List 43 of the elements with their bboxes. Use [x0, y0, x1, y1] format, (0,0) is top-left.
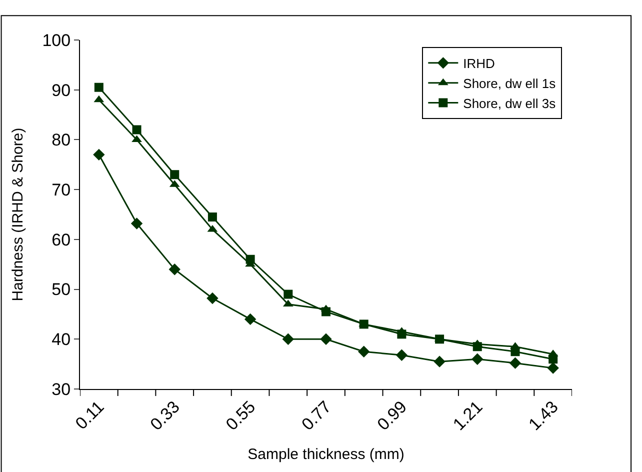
- y-axis-title: Hardness (IRHD & Shore): [9, 128, 26, 302]
- x-tick-label: 0.99: [374, 397, 411, 434]
- legend-label: Shore, dw ell 1s: [463, 76, 556, 91]
- point: [284, 290, 293, 299]
- point: [244, 313, 256, 326]
- point: [547, 362, 559, 374]
- point: [206, 292, 218, 304]
- point: [472, 353, 484, 365]
- x-tick-label: 1.21: [449, 397, 486, 434]
- y-tick-label: 100: [42, 30, 71, 50]
- point: [94, 82, 104, 92]
- x-tick-label: 0.11: [72, 397, 108, 434]
- y-tick-label: 60: [52, 230, 71, 250]
- point: [130, 218, 143, 230]
- point: [282, 333, 294, 345]
- point: [170, 170, 180, 180]
- point: [168, 263, 180, 276]
- y-tick-label: 30: [52, 380, 71, 399]
- point: [132, 125, 142, 134]
- point: [509, 357, 522, 369]
- point: [208, 212, 217, 222]
- legend-label: Shore, dw ell 3s: [463, 96, 556, 111]
- point: [320, 333, 332, 345]
- point: [93, 148, 105, 161]
- point: [359, 320, 368, 329]
- point: [396, 349, 408, 361]
- point: [472, 342, 482, 352]
- legend-label: IRHD: [463, 56, 495, 71]
- point: [434, 356, 446, 368]
- point: [246, 254, 255, 264]
- point: [510, 347, 520, 356]
- point: [435, 334, 444, 344]
- point: [397, 330, 406, 339]
- y-tick-label: 40: [52, 330, 71, 350]
- x-axis-title: Sample thickness (mm): [248, 446, 404, 464]
- y-tick-label: 90: [52, 80, 71, 100]
- y-tick-label: 80: [52, 130, 71, 150]
- y-tick-label: 70: [52, 180, 71, 200]
- point: [548, 354, 558, 364]
- point: [322, 307, 330, 316]
- point: [358, 346, 370, 358]
- y-tick-label: 50: [52, 280, 71, 300]
- x-tick-label: 0.33: [146, 397, 184, 434]
